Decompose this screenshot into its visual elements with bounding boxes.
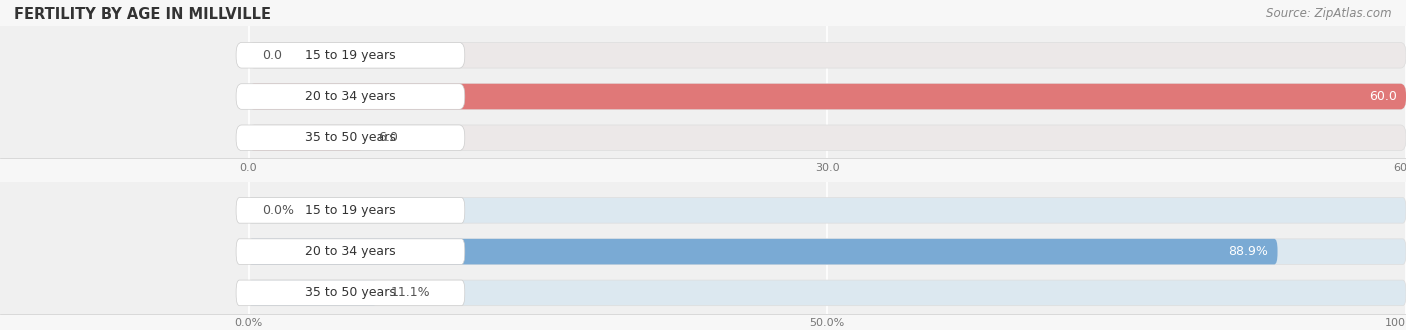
- FancyBboxPatch shape: [249, 239, 1406, 264]
- Text: 0.0%: 0.0%: [263, 204, 294, 217]
- FancyBboxPatch shape: [249, 239, 1278, 264]
- Text: FERTILITY BY AGE IN MILLVILLE: FERTILITY BY AGE IN MILLVILLE: [14, 7, 271, 21]
- Text: 20 to 34 years: 20 to 34 years: [305, 90, 395, 103]
- FancyBboxPatch shape: [249, 280, 377, 306]
- Text: 88.9%: 88.9%: [1229, 245, 1268, 258]
- Text: 6.0: 6.0: [378, 131, 398, 144]
- Text: 35 to 50 years: 35 to 50 years: [305, 131, 396, 144]
- FancyBboxPatch shape: [249, 125, 364, 150]
- FancyBboxPatch shape: [236, 84, 465, 109]
- FancyBboxPatch shape: [236, 198, 465, 223]
- FancyBboxPatch shape: [249, 198, 1406, 223]
- Text: 15 to 19 years: 15 to 19 years: [305, 204, 395, 217]
- Text: 60.0: 60.0: [1369, 90, 1396, 103]
- FancyBboxPatch shape: [249, 125, 1406, 150]
- FancyBboxPatch shape: [236, 43, 465, 68]
- FancyBboxPatch shape: [249, 43, 1406, 68]
- Text: 0.0: 0.0: [263, 49, 283, 62]
- Text: 11.1%: 11.1%: [391, 286, 430, 299]
- Text: Source: ZipAtlas.com: Source: ZipAtlas.com: [1267, 7, 1392, 19]
- FancyBboxPatch shape: [249, 84, 1406, 109]
- FancyBboxPatch shape: [236, 125, 465, 150]
- FancyBboxPatch shape: [249, 280, 1406, 306]
- FancyBboxPatch shape: [236, 239, 465, 264]
- Text: 35 to 50 years: 35 to 50 years: [305, 286, 396, 299]
- FancyBboxPatch shape: [249, 84, 1406, 109]
- FancyBboxPatch shape: [236, 280, 465, 306]
- Text: 20 to 34 years: 20 to 34 years: [305, 245, 395, 258]
- Text: 15 to 19 years: 15 to 19 years: [305, 49, 395, 62]
